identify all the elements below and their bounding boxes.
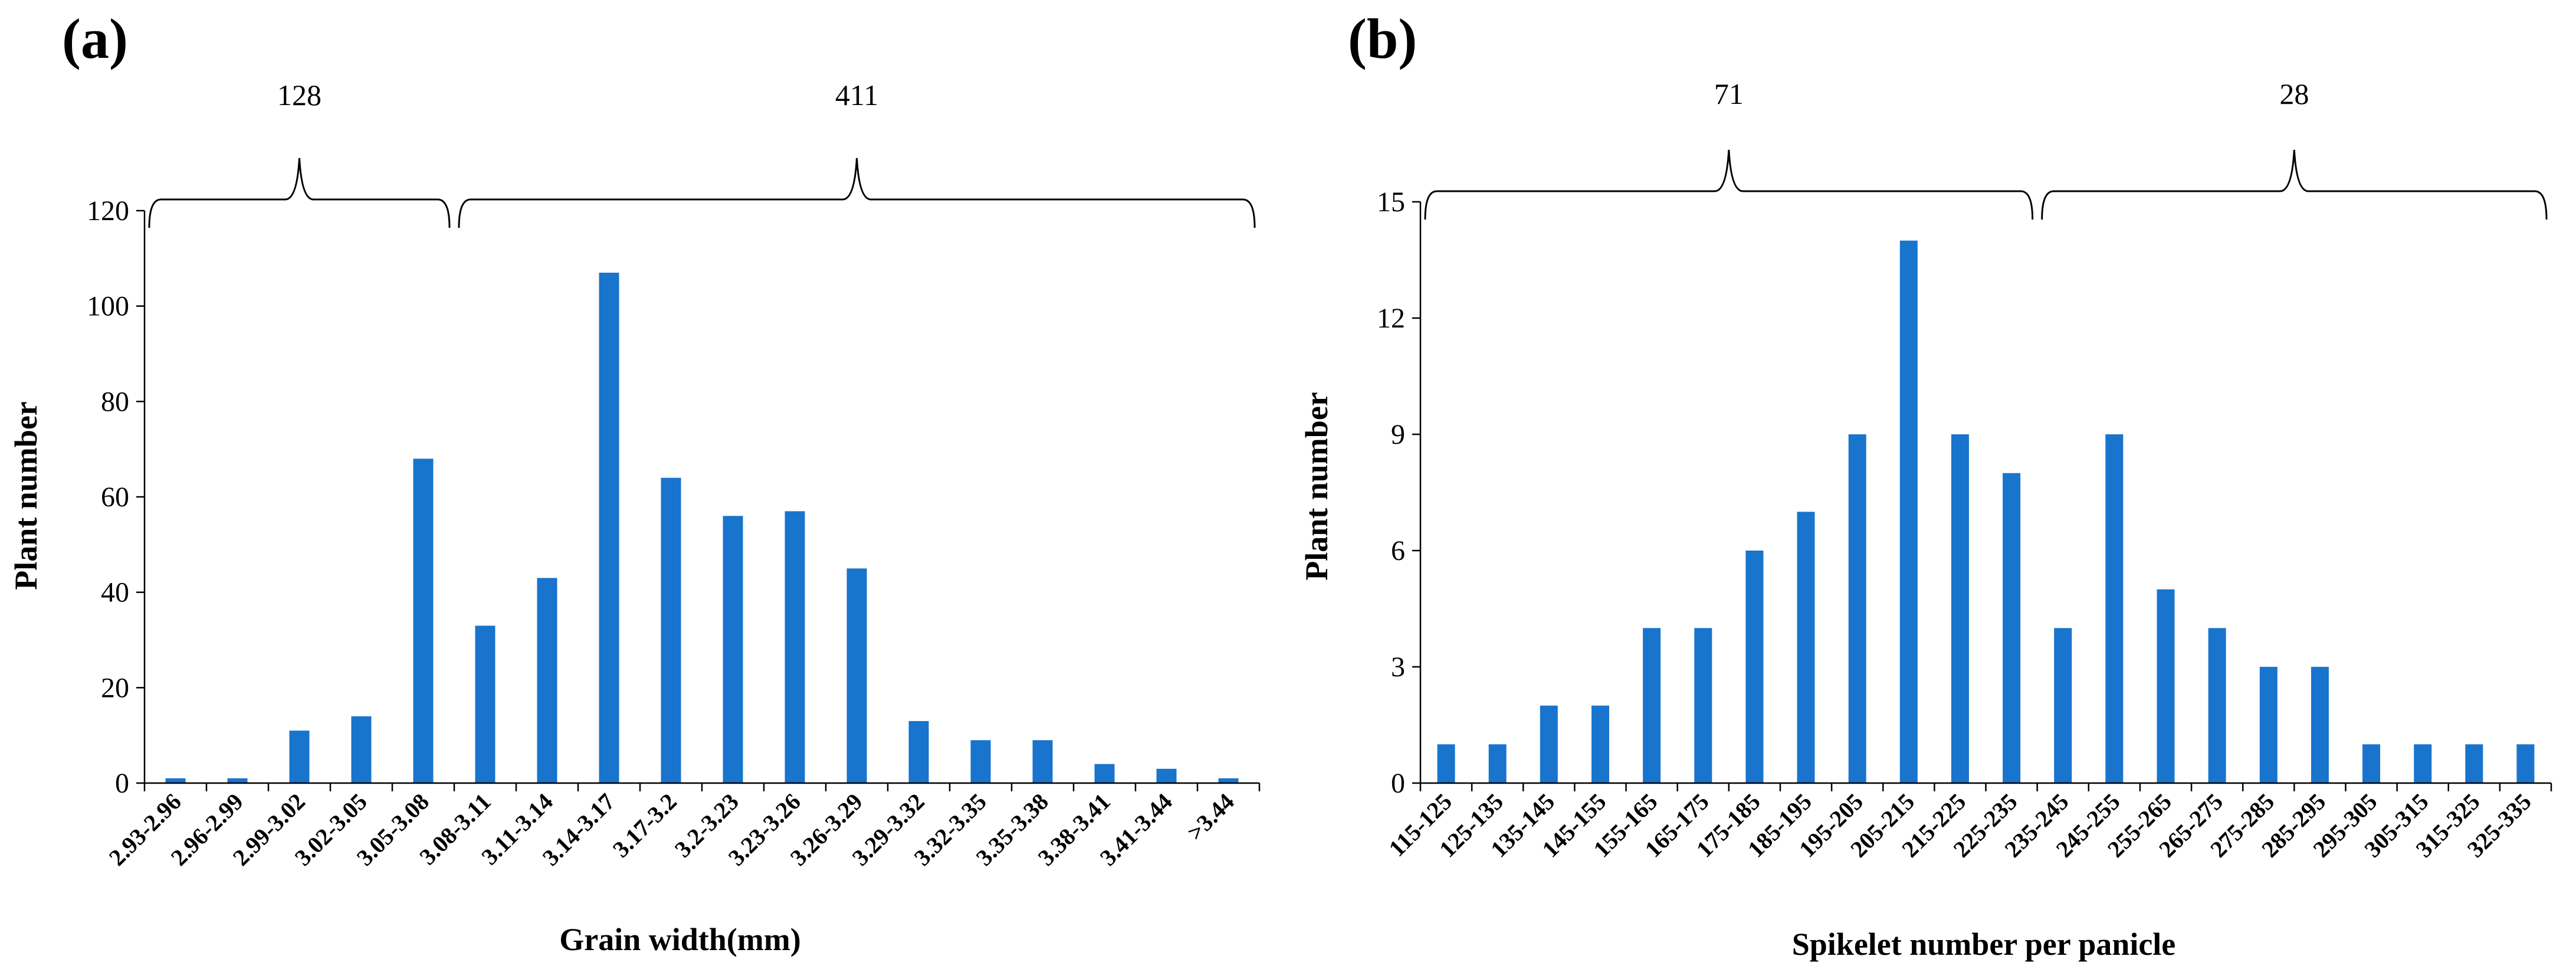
y-tick-label-b-0: 0 — [1391, 768, 1405, 799]
bar-b-4 — [1643, 628, 1661, 783]
bar-b-14 — [2157, 589, 2175, 783]
bar-b-6 — [1745, 551, 1764, 783]
bar-b-5 — [1694, 628, 1712, 783]
bar-b-8 — [1848, 434, 1866, 783]
plot-area-a: 0204060801001202.93-2.962.96-2.992.99-3.… — [87, 78, 1261, 871]
bar-b-9 — [1899, 240, 1918, 783]
bar-a-0 — [165, 778, 186, 783]
y-tick-label-b-5: 15 — [1377, 186, 1405, 218]
bar-b-15 — [2208, 628, 2226, 783]
brace-label-b-1: 28 — [2279, 77, 2309, 110]
brace-a-0 — [148, 158, 451, 228]
bar-b-19 — [2414, 744, 2432, 783]
y-tick-label-b-2: 6 — [1391, 535, 1405, 567]
bar-b-21 — [2516, 744, 2535, 783]
y-tick-label-b-4: 12 — [1377, 303, 1405, 334]
bar-b-10 — [1951, 434, 1969, 783]
bar-a-10 — [785, 511, 805, 784]
bar-a-8 — [661, 477, 681, 783]
brace-label-a-0: 128 — [277, 78, 321, 112]
panel-b-spikelet-number: (b) Plant number Spikelet number per pan… — [1299, 7, 2552, 962]
bar-a-17 — [1218, 778, 1239, 783]
panel-label-b: (b) — [1348, 7, 1417, 70]
bar-a-9 — [723, 516, 743, 783]
y-tick-label-a-1: 20 — [101, 672, 129, 703]
x-axis-title-a: Grain width(mm) — [559, 922, 800, 957]
bar-b-20 — [2465, 744, 2483, 783]
y-tick-label-a-6: 120 — [87, 195, 129, 227]
brace-a-1 — [458, 158, 1256, 228]
bar-b-3 — [1591, 705, 1609, 783]
y-tick-label-a-4: 80 — [101, 386, 129, 417]
y-tick-label-a-0: 0 — [115, 768, 129, 799]
bar-b-1 — [1488, 744, 1507, 783]
bar-a-13 — [970, 740, 991, 784]
bar-a-2 — [289, 731, 310, 783]
bar-a-16 — [1156, 768, 1177, 784]
bar-a-1 — [227, 778, 248, 783]
bar-a-11 — [846, 568, 867, 784]
bar-b-0 — [1437, 744, 1455, 783]
brace-b-1 — [2041, 149, 2548, 220]
x-tick-label-a-17: >3.44 — [1182, 788, 1239, 846]
y-axis-title-a: Plant number — [8, 401, 44, 590]
y-tick-label-a-5: 100 — [87, 291, 129, 322]
bar-a-12 — [908, 721, 929, 783]
bar-a-14 — [1032, 740, 1053, 784]
brace-label-a-1: 411 — [835, 78, 878, 112]
bar-b-2 — [1540, 705, 1558, 783]
y-tick-label-b-1: 3 — [1391, 651, 1405, 683]
brace-label-b-0: 71 — [1714, 77, 1744, 110]
bar-b-17 — [2311, 667, 2329, 783]
bar-a-5 — [475, 626, 495, 784]
bar-a-6 — [537, 578, 557, 783]
bar-a-4 — [413, 459, 434, 783]
bar-b-11 — [2003, 473, 2021, 783]
x-axis-title-b: Spikelet number per panicle — [1792, 926, 2176, 962]
bar-b-16 — [2259, 667, 2278, 783]
bar-b-18 — [2362, 744, 2380, 783]
y-axis-title-b: Plant number — [1299, 392, 1334, 581]
y-tick-label-a-3: 60 — [101, 482, 129, 513]
plot-area-b: 03691215115-125125-135135-145145-155155-… — [1377, 77, 2552, 863]
bar-b-12 — [2054, 628, 2072, 783]
bar-a-7 — [599, 273, 619, 784]
panel-a-grain-width: (a) Plant number Grain width(mm) 0 20 40 60… — [8, 7, 1261, 957]
y-tick-label-a-2: 40 — [101, 577, 129, 608]
x-tick-label-a-8: 3.17-3.2 — [608, 788, 682, 863]
y-tick-label-b-3: 9 — [1391, 419, 1405, 450]
brace-b-0 — [1424, 149, 2034, 220]
bar-a-3 — [351, 716, 372, 783]
bar-b-7 — [1797, 512, 1815, 783]
bar-b-13 — [2105, 434, 2124, 783]
panel-label-a: (a) — [62, 7, 128, 70]
bar-a-15 — [1094, 764, 1115, 783]
